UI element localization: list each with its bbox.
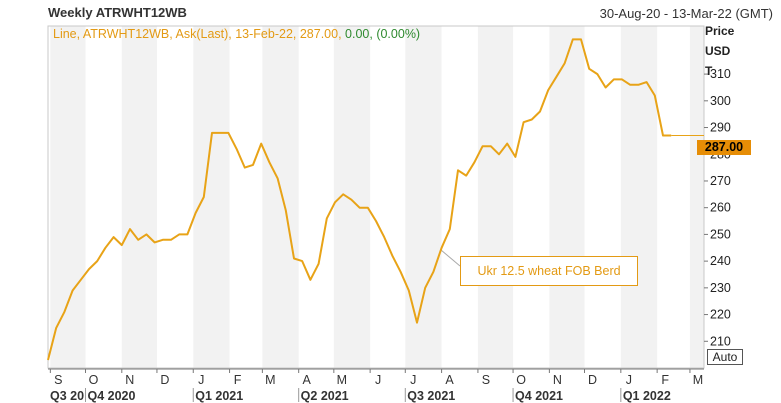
y-tick-label: 220 (710, 308, 731, 322)
month-band (477, 26, 514, 368)
y-tick-label: 250 (710, 227, 731, 241)
y-axis-title-price: Price (705, 24, 735, 38)
date-range: 30-Aug-20 - 13-Mar-22 (GMT) (599, 6, 773, 21)
plot-area-frame (47, 25, 705, 369)
month-band (689, 26, 704, 368)
last-value-label: 287.00 (697, 140, 751, 155)
x-tick-label: N (125, 373, 134, 387)
month-band (620, 26, 658, 368)
y-tick-label: 300 (710, 94, 731, 108)
price-series (47, 38, 672, 361)
annotation-leader (440, 249, 461, 267)
x-tick-label: O (516, 373, 526, 387)
y-axis: 210220230240250260270280290300310 (704, 67, 731, 348)
month-band (193, 26, 230, 368)
x-tick-label: F (234, 373, 242, 387)
legend-series-desc: Line, ATRWHT12WB, Ask(Last), 13-Feb-22, … (53, 27, 342, 41)
x-tick-label: M (337, 373, 347, 387)
y-axis-title-currency: USD (705, 44, 731, 58)
x-tick-label: D (588, 373, 597, 387)
x-tick-label: J (410, 373, 416, 387)
quarter-label: Q4 2021 (515, 389, 563, 403)
price-line (47, 38, 672, 361)
month-band (405, 26, 442, 368)
x-tick-label: O (89, 373, 99, 387)
quarter-label: Q3 20 (50, 389, 84, 403)
x-tick-label: D (160, 373, 169, 387)
x-tick-label: N (553, 373, 562, 387)
quarter-label: Q2 2021 (301, 389, 349, 403)
y-tick-label: 310 (710, 67, 731, 81)
x-tick-label: S (54, 373, 62, 387)
month-band (121, 26, 157, 368)
series-legend: Line, ATRWHT12WB, Ask(Last), 13-Feb-22, … (53, 27, 420, 41)
auto-scale-button[interactable]: Auto (707, 349, 743, 365)
y-tick-label: 260 (710, 201, 731, 215)
y-tick-label: 270 (710, 174, 731, 188)
series-annotation: Ukr 12.5 wheat FOB Berd (460, 256, 638, 286)
x-tick-label: F (661, 373, 669, 387)
month-band (262, 26, 299, 368)
quarter-label: Q1 2021 (195, 389, 243, 403)
legend-change: 0.00, (0.00%) (345, 27, 421, 41)
x-tick-label: M (265, 373, 275, 387)
month-band (549, 26, 585, 368)
month-shading (50, 26, 704, 368)
x-tick-label: M (693, 373, 703, 387)
y-tick-label: 240 (710, 254, 731, 268)
quarter-label: Q3 2021 (407, 389, 455, 403)
x-tick-label: J (198, 373, 204, 387)
y-axis-title-unit: T (705, 64, 713, 78)
quarter-axis: Q3 20 Q4 2020 Q1 2021 Q2 2021 Q3 2021 Q4 2021… (50, 388, 671, 403)
quarter-label: Q1 2022 (623, 389, 671, 403)
y-tick-label: 230 (710, 281, 731, 295)
quarter-label: Q4 2020 (87, 389, 135, 403)
x-tick-label: J (626, 373, 632, 387)
x-tick-label: S (482, 373, 490, 387)
x-tick-label: A (445, 373, 454, 387)
x-tick-label: J (375, 373, 381, 387)
chart-title: Weekly ATRWHT12WB (48, 5, 187, 20)
x-tick-label: A (303, 373, 312, 387)
month-band (50, 26, 86, 368)
y-tick-label: 210 (710, 334, 731, 348)
y-tick-label: 290 (710, 121, 731, 135)
